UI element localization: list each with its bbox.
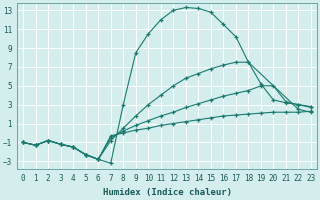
X-axis label: Humidex (Indice chaleur): Humidex (Indice chaleur): [102, 188, 232, 197]
